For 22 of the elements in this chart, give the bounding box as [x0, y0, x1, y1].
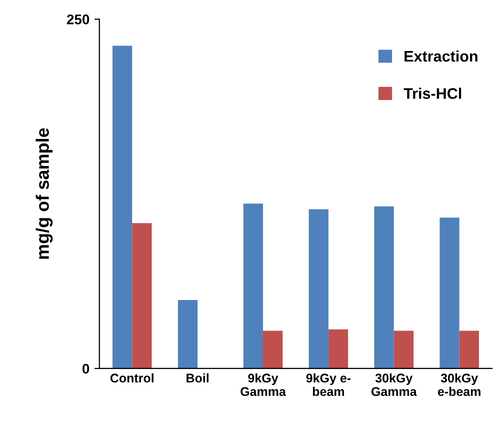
legend-label: Tris-HCl — [404, 88, 462, 99]
bar — [459, 330, 479, 368]
bar — [308, 209, 328, 368]
bar — [243, 204, 263, 368]
x-tick-label: 9kGy e- beam — [306, 373, 351, 396]
y-axis-title: mg/g of sample — [36, 128, 53, 259]
bar — [262, 330, 283, 368]
bar — [394, 330, 414, 368]
bar — [178, 300, 198, 368]
bar — [132, 223, 152, 368]
bar — [440, 218, 460, 368]
x-tick-label: 30kGy Gamma — [371, 373, 417, 396]
legend-label: Extraction — [404, 50, 478, 62]
bar — [112, 46, 132, 368]
x-tick-label: 30kGy e-beam — [438, 373, 480, 396]
y-tick-label: 250 — [66, 14, 90, 24]
bar — [328, 329, 348, 368]
x-tick-label: Boil — [186, 373, 208, 383]
y-tick-label: 0 — [82, 364, 90, 374]
x-tick-label: 9kGy Gamma — [240, 373, 286, 396]
x-tick-label: Control — [110, 373, 154, 383]
bar — [374, 206, 394, 368]
